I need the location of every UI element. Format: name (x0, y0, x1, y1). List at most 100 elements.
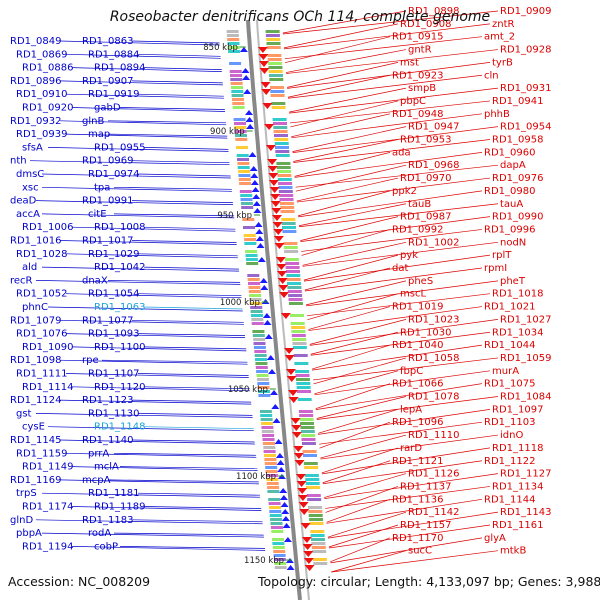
feature-tile (269, 510, 282, 513)
feature-tile (281, 218, 296, 221)
kbp-ruler: 850 kbp 900 kbp 950 kbp 1000 kbp 1050 kbp 110… (203, 43, 293, 566)
gene-arrow-forward (276, 264, 287, 270)
gene-arrow-forward (268, 173, 279, 179)
leader-line-right (304, 267, 391, 291)
feature-tile (304, 466, 319, 469)
gene-label-right: RD1_0941 (492, 96, 543, 107)
gene-label-right: RD1_1002 (408, 237, 459, 248)
feature-tile (304, 474, 319, 477)
feature-tile (242, 218, 255, 221)
feature-tile (255, 362, 268, 365)
gene-label-left: nth (10, 156, 27, 167)
gene-label-left: RD1_1114 (22, 382, 73, 393)
leader-line-left (41, 213, 235, 219)
feature-tile (279, 202, 294, 205)
leader-line-left (143, 306, 243, 310)
feature-tile (300, 422, 314, 425)
gene-label-left: RD1_1016 (10, 236, 61, 247)
leader-line-right (300, 216, 399, 241)
gene-label-left: gabD (94, 103, 121, 114)
leader-line-left (65, 293, 242, 299)
leader-line-right (296, 177, 399, 202)
feature-tile (240, 198, 253, 201)
feature-tile (276, 166, 291, 169)
leader-line-right (283, 23, 491, 50)
gene-label-right: RD1_1144 (484, 494, 535, 505)
gene-label-left: RD1_1079 (10, 315, 61, 326)
gene-label-right: RD1_1126 (408, 469, 459, 480)
feature-tile (269, 506, 281, 509)
gene-label-right: RD1_1157 (400, 520, 451, 531)
leader-line-left (137, 253, 238, 257)
gene-arrow-forward (303, 551, 314, 557)
gene-label-left: RD1_1029 (88, 249, 139, 260)
feature-tile (232, 106, 245, 109)
leader-line-right (290, 100, 399, 128)
feature-tile (290, 314, 304, 317)
leader-line-right (321, 447, 399, 474)
leader-line-left (65, 373, 249, 378)
gene-arrow-forward (268, 180, 279, 186)
feature-tile (291, 330, 306, 333)
gene-arrow-forward (303, 558, 314, 564)
feature-tile (274, 142, 289, 145)
gene-label-right: RD1_1059 (500, 353, 551, 364)
gene-label-right: fbpC (400, 366, 423, 377)
feature-tile (269, 74, 283, 77)
gene-label-right: RD1_1075 (484, 379, 535, 390)
feature-tile (296, 382, 311, 385)
leader-line-right (285, 49, 407, 73)
feature-tile (236, 146, 248, 149)
gene-label-left: RD1_1183 (82, 515, 133, 526)
gene-label-left: RD1_0932 (10, 116, 61, 127)
leader-line-left (71, 546, 266, 551)
feature-tile (267, 54, 282, 57)
leader-line-left (107, 133, 228, 137)
gene-arrow-reverse (277, 467, 286, 472)
gene-label-right: RD1_1030 (400, 327, 451, 338)
gene-arrow-reverse (283, 537, 292, 542)
feature-tile (301, 434, 316, 437)
leader-line-right (289, 87, 407, 113)
gene-label-left: RD1_0849 (10, 36, 61, 47)
feature-tile (272, 118, 287, 121)
gene-arrow-reverse (246, 124, 255, 129)
gene-label-right: RD1_0915 (392, 32, 443, 43)
gene-label-right: RD1_0898 (408, 6, 459, 17)
feature-tile (286, 274, 301, 277)
gene-arrow-reverse (260, 285, 269, 290)
leader-line-left (35, 413, 253, 418)
gene-arrow-forward (270, 201, 281, 207)
leader-line-left (65, 93, 225, 99)
feature-tile (265, 470, 278, 473)
feature-tile (274, 138, 289, 141)
gene-arrow-reverse (257, 257, 266, 262)
leader-line-left (113, 213, 235, 217)
leader-line-right (298, 190, 483, 218)
gene-label-left: dmsC (16, 169, 44, 180)
feature-tile (265, 30, 280, 33)
leader-line-right (322, 460, 391, 484)
leader-line-right (307, 293, 491, 317)
feature-tile (270, 518, 283, 521)
leader-line-right (315, 383, 391, 409)
gene-arrow-forward (265, 145, 276, 151)
leader-line-left (131, 200, 233, 203)
gene-arrow-forward (269, 187, 280, 193)
gene-arrow-forward (267, 159, 278, 165)
feature-tile (249, 298, 262, 301)
feature-tile (267, 58, 282, 61)
gene-label-left: RD1_0896 (10, 76, 61, 87)
feature-tile (252, 334, 265, 337)
gene-label-right: tyrB (492, 57, 513, 68)
feature-tile (278, 186, 293, 189)
leader-line-left (143, 426, 254, 430)
feature-tile (291, 326, 306, 329)
gene-label-left: RD1_1181 (88, 488, 139, 499)
gene-label-left: RD1_0884 (88, 49, 139, 60)
gene-arrow-reverse (281, 516, 290, 521)
leader-line-left (59, 439, 256, 445)
feature-tile (288, 302, 303, 305)
leader-line-left (119, 107, 225, 110)
leader-line-left (119, 546, 266, 549)
